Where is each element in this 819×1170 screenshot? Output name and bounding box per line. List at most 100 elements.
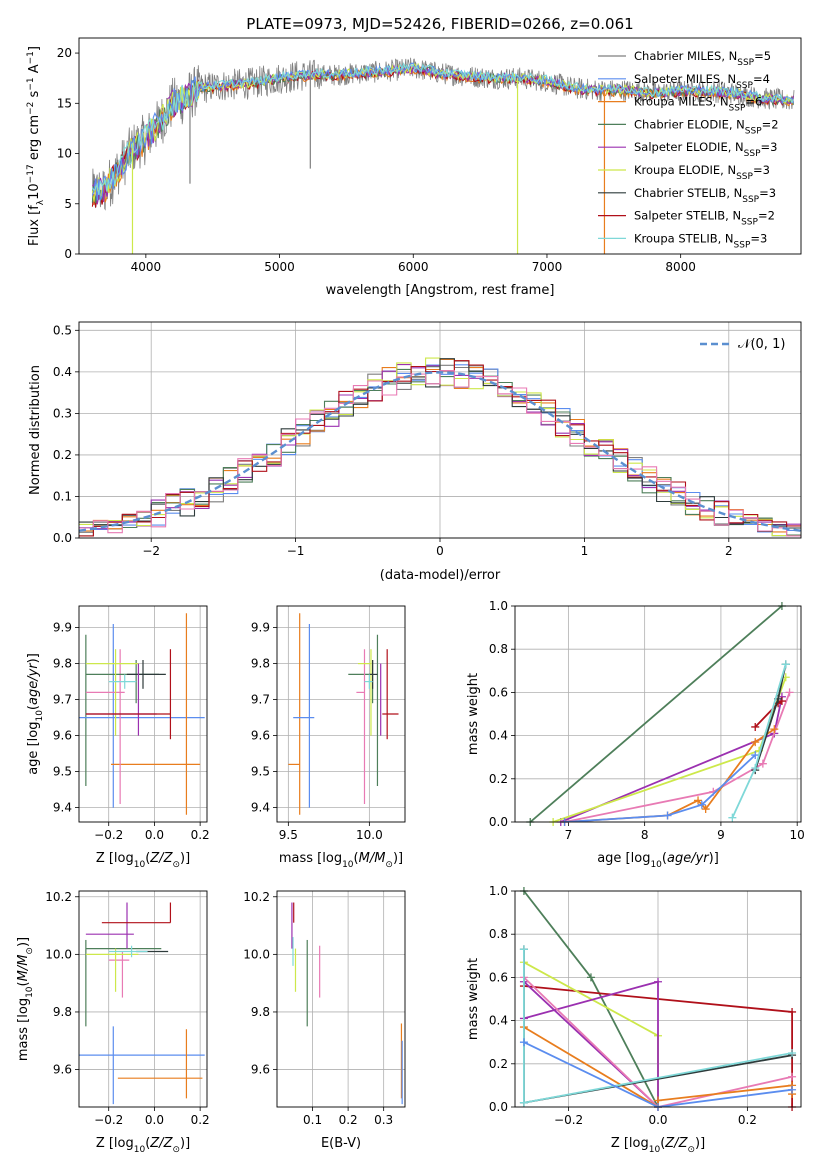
- legend-label: Chabrier STELIB, NSSP=3: [634, 186, 776, 205]
- label-part: (: [660, 1136, 665, 1151]
- label-part: 10: [650, 860, 662, 870]
- label-part: −2: [26, 102, 36, 115]
- label-part: age/yr: [667, 851, 710, 866]
- y-tick-label: 0.2: [489, 772, 508, 786]
- y-tick-label: 9.4: [53, 801, 72, 815]
- label-part: Kroupa ELODIE, N: [634, 163, 736, 177]
- y-tick-label: 0: [64, 247, 72, 261]
- legend-label: Salpeter MILES, NSSP=4: [634, 72, 770, 91]
- y-axis-label: mass [log10(M/M⊙)]: [16, 937, 35, 1061]
- label-part: Chabrier MILES, N: [634, 49, 737, 63]
- label-part: Z/Z: [149, 1136, 173, 1151]
- x-tick-label: −0.2: [94, 828, 123, 842]
- label-part: A: [27, 64, 42, 77]
- label-part: (: [145, 851, 150, 866]
- y-tick-label: 0.8: [489, 642, 508, 656]
- label-part: Kroupa MILES, N: [634, 95, 729, 109]
- legend-label: Salpeter ELODIE, NSSP=3: [634, 140, 777, 159]
- y-tick-label: 1.0: [489, 884, 508, 898]
- label-part: )]: [180, 1136, 190, 1151]
- weight-marker: [751, 764, 760, 772]
- axes-frame: [276, 605, 406, 823]
- y-tick-label: 10.0: [243, 947, 270, 961]
- label-part: ⊙: [25, 947, 35, 955]
- weight-marker: [788, 1085, 797, 1094]
- y-tick-label: 9.4: [251, 801, 270, 815]
- legend-label: Kroupa ELODIE, NSSP=3: [634, 163, 770, 182]
- x-tick-label: 0.1: [303, 1113, 322, 1127]
- y-axis-label: mass weight: [466, 673, 481, 755]
- y-tick-label: 9.7: [53, 693, 72, 707]
- label-part: age [log: [26, 722, 41, 775]
- label-part: )]: [26, 653, 41, 663]
- weight-line: [523, 976, 793, 1107]
- x-axis-label: Z [log10(Z/Z⊙)]: [96, 851, 190, 870]
- label-part: Salpeter ELODIE, N: [634, 140, 744, 154]
- weight-marker: [728, 813, 737, 822]
- label-part: ]: [27, 46, 42, 51]
- x-tick-label: 8000: [665, 260, 696, 274]
- legend-label: 𝒩(0, 1): [738, 337, 785, 352]
- weight-Z-panel: −0.2 0.0 0.2 0.0 0.2 0.4 0.6 0.8 1.0 Z [log10(Z/Z…: [466, 884, 802, 1155]
- weight-marker: [788, 1049, 797, 1057]
- y-tick-label: 0.0: [53, 531, 72, 545]
- spectrum-model-line: [91, 62, 794, 195]
- weight-marker: [519, 1098, 528, 1107]
- x-tick-label: 10: [790, 828, 805, 842]
- x-tick-label: 6000: [398, 260, 429, 274]
- x-tick-label: 0.2: [339, 1113, 358, 1127]
- x-tick-label: 2: [725, 544, 733, 558]
- y-tick-label: 9.6: [251, 729, 270, 743]
- label-part: Flux [f: [27, 205, 42, 246]
- y-tick-label: 9.6: [251, 1063, 270, 1077]
- weight-marker: [781, 660, 790, 669]
- y-tick-label: 0.6: [489, 970, 508, 984]
- weight-marker: [654, 977, 662, 986]
- y-tick-label: 9.9: [53, 621, 72, 635]
- legend-label: Chabrier ELODIE, NSSP=2: [634, 117, 779, 136]
- label-part: )]: [709, 851, 719, 866]
- mass-Z-panel: −0.2 0.0 0.29.69.810.010.2Z [log10(Z/Z⊙)]m…: [16, 890, 210, 1155]
- legend-label: Salpeter STELIB, NSSP=2: [634, 209, 775, 228]
- residuals-panel: −2 −1 0 1 2 0.0 0.1 0.2 0.3 0.4 0.5 𝒩(0, 1) (data-mo…: [28, 321, 802, 583]
- label-part: Z [log: [611, 1136, 649, 1151]
- weight-marker: [788, 1072, 797, 1081]
- weight-marker: [751, 751, 760, 760]
- label-part: SSP: [736, 81, 753, 91]
- label-part: Kroupa STELIB, N: [634, 231, 734, 245]
- label-part: age [log: [597, 851, 650, 866]
- y-tick-label: 9.5: [53, 765, 72, 779]
- y-tick-label: 10: [57, 147, 72, 161]
- axes-frame: [78, 321, 802, 539]
- label-part: 10: [134, 1145, 146, 1155]
- x-tick-label: 7: [565, 828, 573, 842]
- label-part: =5: [754, 49, 771, 63]
- y-tick-label: 9.8: [53, 657, 72, 671]
- label-part: age/yr: [26, 662, 41, 705]
- weight-marker: [519, 1038, 528, 1047]
- weight-marker: [770, 725, 779, 734]
- mass-ebv-panel: 0.1 0.2 0.3 9.6 9.8 10.0 10.2 E(B-V): [243, 890, 406, 1151]
- x-tick-label: −1: [287, 544, 305, 558]
- label-part: =2: [762, 117, 779, 131]
- y-tick-label: 0.1: [53, 489, 72, 503]
- x-tick-label: −0.2: [554, 1113, 583, 1127]
- x-tick-label: 8: [641, 828, 649, 842]
- spectrum-model-line: [91, 62, 795, 201]
- legend-label: Chabrier MILES, NSSP=5: [634, 49, 771, 68]
- label-part: Salpeter MILES, N: [634, 72, 736, 86]
- x-tick-label: 1: [581, 544, 589, 558]
- label-part: SSP: [729, 104, 746, 114]
- y-tick-label: 9.5: [251, 765, 270, 779]
- y-tick-label: 0.4: [53, 365, 72, 379]
- x-axis-label: Z [log10(Z/Z⊙)]: [96, 1136, 190, 1155]
- y-tick-label: 9.6: [53, 729, 72, 743]
- label-part: M/M: [359, 851, 386, 866]
- y-tick-label: 10.0: [45, 947, 72, 961]
- x-tick-label: 0: [436, 544, 444, 558]
- label-part: (: [354, 851, 359, 866]
- label-part: SSP: [734, 240, 751, 250]
